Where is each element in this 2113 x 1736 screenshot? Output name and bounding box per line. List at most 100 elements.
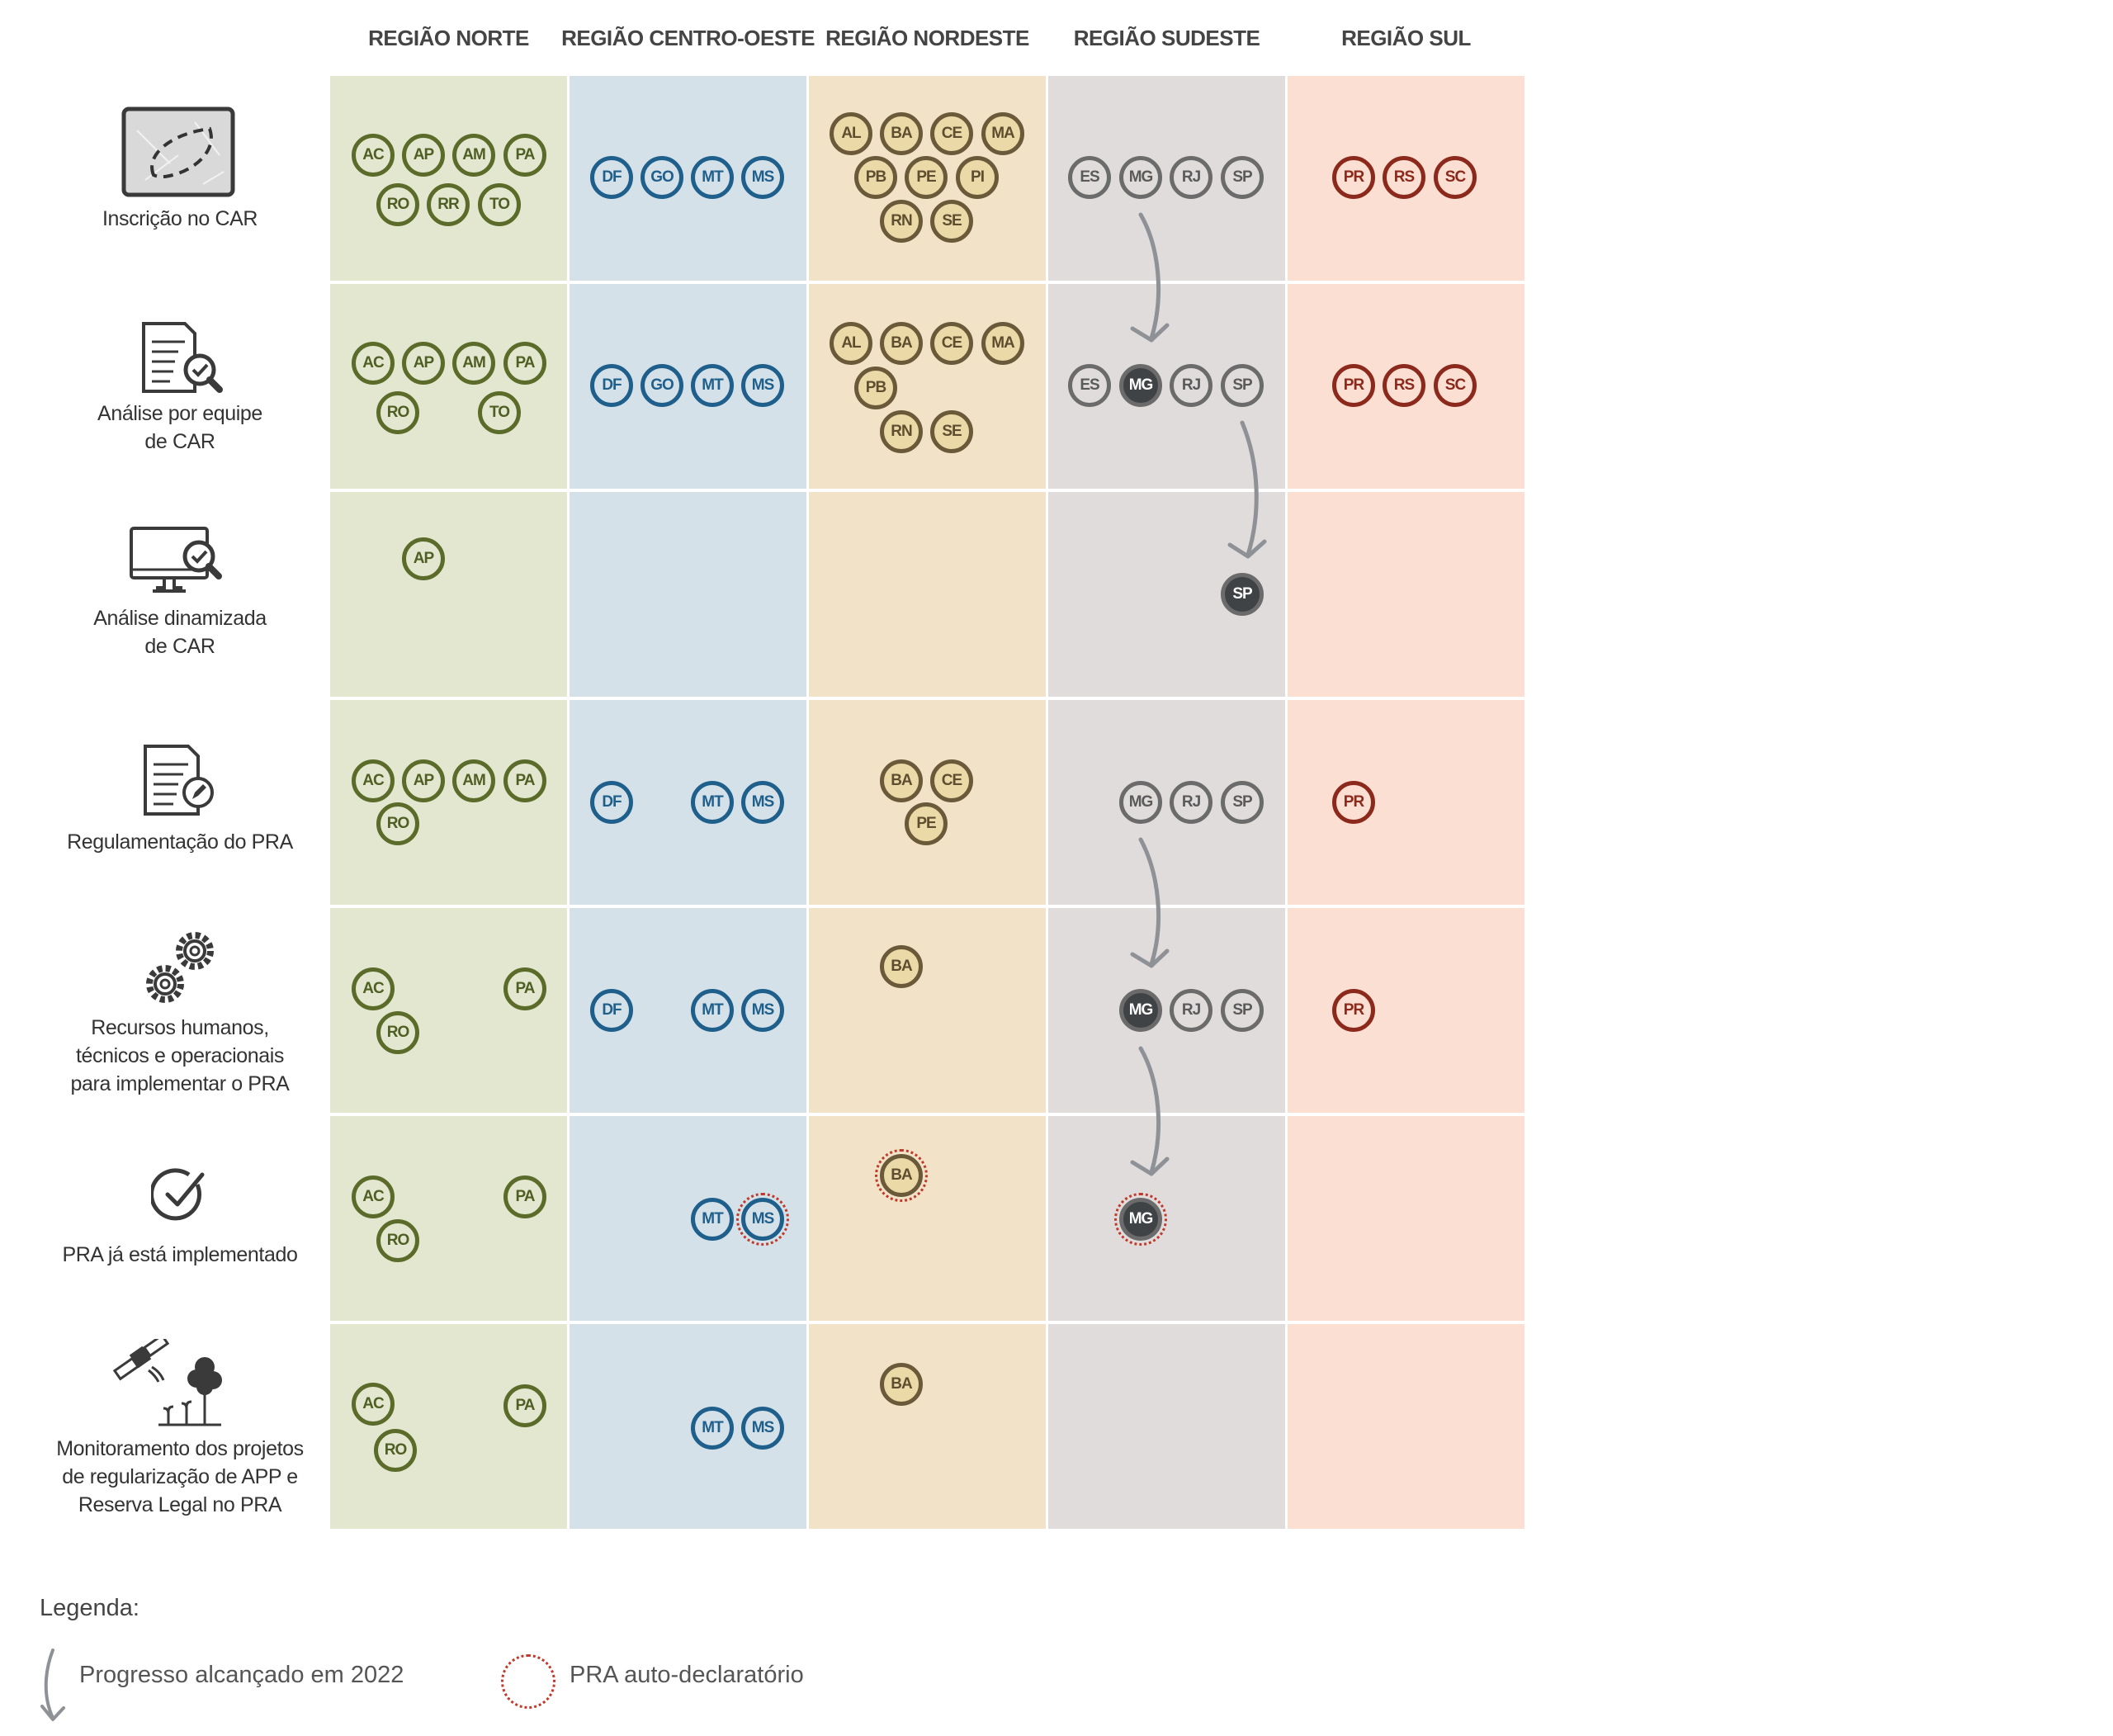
legend-progress-label: Progresso alcançado em 2022 — [79, 1662, 404, 1688]
state-badge-df: DF — [590, 989, 633, 1032]
column-header-2: REGIÃO NORDESTE — [825, 25, 1029, 50]
grid-cell — [809, 492, 1046, 697]
monitor-check-icon — [128, 525, 230, 603]
state-badge-ro: RO — [376, 1219, 419, 1262]
state-badge-rj: RJ — [1170, 156, 1212, 199]
state-badge-sp: SP — [1221, 364, 1264, 407]
column-header-1: REGIÃO CENTRO-OESTE — [561, 25, 815, 50]
state-badge-rn: RN — [880, 410, 923, 453]
state-badge-to: TO — [478, 183, 521, 226]
state-badge-pa: PA — [503, 342, 546, 385]
state-badge-mt: MT — [691, 1198, 734, 1241]
state-badge-rj: RJ — [1170, 781, 1212, 824]
state-badge-al: AL — [830, 322, 872, 365]
state-badge-es: ES — [1068, 364, 1111, 407]
grid-cell — [330, 908, 567, 1113]
state-badge-rs: RS — [1383, 364, 1425, 407]
state-badge-rs: RS — [1383, 156, 1425, 199]
state-badge-pr: PR — [1332, 364, 1375, 407]
map-outline-icon — [121, 106, 236, 202]
grid-cell — [809, 1324, 1046, 1529]
state-badge-ro: RO — [376, 1011, 419, 1054]
state-badge-ac: AC — [352, 759, 395, 802]
state-badge-rj: RJ — [1170, 364, 1212, 407]
satellite-tree-icon — [111, 1333, 226, 1434]
state-badge-ce: CE — [930, 322, 973, 365]
state-badge-mg: MG — [1119, 989, 1162, 1032]
state-badge-pr: PR — [1332, 156, 1375, 199]
state-badge-pa: PA — [503, 967, 546, 1010]
row-label: Análise dinamizada de CAR — [93, 607, 267, 658]
state-badge-ac: AC — [352, 134, 395, 177]
state-badge-pe: PE — [905, 802, 948, 845]
state-badge-to: TO — [478, 391, 521, 434]
state-badge-sp: SP — [1221, 781, 1264, 824]
state-badge-se: SE — [930, 410, 973, 453]
state-badge-ro: RO — [376, 183, 419, 226]
row-label: Análise por equipe de CAR — [97, 402, 262, 453]
state-badge-rn: RN — [880, 200, 923, 243]
state-badge-ro: RO — [374, 1429, 417, 1472]
row-label: Inscrição no CAR — [102, 207, 258, 230]
state-badge-ma: MA — [981, 112, 1024, 155]
state-badge-ap: AP — [402, 537, 445, 580]
state-badge-ac: AC — [352, 342, 395, 385]
state-badge-ba: BA — [880, 112, 923, 155]
state-badge-ro: RO — [376, 802, 419, 845]
state-badge-ap: AP — [402, 759, 445, 802]
state-badge-ms: MS — [741, 364, 784, 407]
grid-cell — [809, 908, 1046, 1113]
state-badge-sc: SC — [1434, 364, 1477, 407]
grid-cell — [330, 76, 567, 281]
state-badge-am: AM — [452, 134, 495, 177]
state-badge-am: AM — [452, 759, 495, 802]
state-badge-ce: CE — [930, 759, 973, 802]
state-badge-ba: BA — [880, 759, 923, 802]
state-badge-ms: MS — [741, 1407, 784, 1450]
grid-cell — [1288, 908, 1524, 1113]
grid-cell — [330, 1116, 567, 1321]
grid-cell — [1288, 1324, 1524, 1529]
grid-cell — [1288, 492, 1524, 697]
state-badge-ce: CE — [930, 112, 973, 155]
state-badge-pr: PR — [1332, 781, 1375, 824]
state-badge-sp: SP — [1221, 989, 1264, 1032]
legend-title: Legenda: — [40, 1595, 139, 1621]
legend-self-declared-label: PRA auto-declaratório — [570, 1662, 804, 1688]
state-badge-sp: SP — [1221, 573, 1264, 616]
self-declared-ring — [1114, 1193, 1167, 1246]
state-badge-al: AL — [830, 112, 872, 155]
grid-cell — [330, 1324, 567, 1529]
state-badge-se: SE — [930, 200, 973, 243]
state-badge-ba: BA — [880, 1363, 923, 1406]
state-badge-df: DF — [590, 781, 633, 824]
grid-cell — [809, 284, 1046, 489]
grid-cell — [1288, 1116, 1524, 1321]
document-check-icon — [137, 320, 228, 400]
row-label: Regulamentação do PRA — [67, 830, 293, 854]
state-badge-pi: PI — [956, 156, 999, 199]
state-badge-ba: BA — [880, 945, 923, 988]
legend-arrow-icon — [40, 1648, 65, 1721]
self-declared-ring — [875, 1149, 928, 1202]
state-badge-pb: PB — [854, 156, 897, 199]
state-badge-go: GO — [641, 156, 683, 199]
state-badge-ms: MS — [741, 781, 784, 824]
state-badge-mt: MT — [691, 364, 734, 407]
grid-cell — [330, 700, 567, 905]
state-badge-mg: MG — [1119, 781, 1162, 824]
row-label: Recursos humanos, técnicos e operacionai… — [70, 1016, 290, 1095]
state-badge-sp: SP — [1221, 156, 1264, 199]
state-badge-mg: MG — [1119, 364, 1162, 407]
state-badge-ap: AP — [402, 342, 445, 385]
grid-cell — [330, 492, 567, 697]
gears-icon — [140, 926, 223, 1013]
state-badge-pa: PA — [503, 759, 546, 802]
state-badge-mt: MT — [691, 989, 734, 1032]
row-label: PRA já está implementado — [62, 1243, 298, 1266]
grid-cell — [1048, 1324, 1285, 1529]
state-badge-ms: MS — [741, 989, 784, 1032]
state-badge-pa: PA — [503, 1384, 546, 1427]
state-badge-ms: MS — [741, 156, 784, 199]
